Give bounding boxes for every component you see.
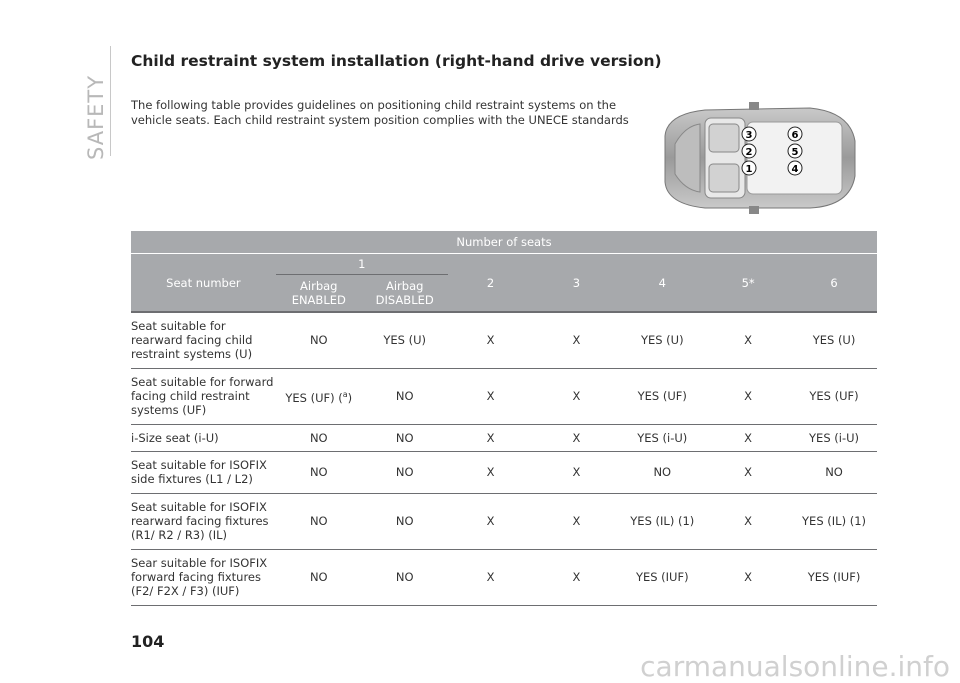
cell: X [486, 333, 495, 348]
cell: YES (UF) [809, 389, 859, 403]
row-label: Seat suitable for ISOFIX side fixtures (… [131, 458, 267, 486]
cell: YES (U) [383, 333, 427, 348]
cell: YES (i-U) [637, 430, 688, 445]
cell: X [744, 333, 753, 348]
seat-5-header: 5* [705, 253, 792, 312]
footnote-symbol: a [342, 389, 348, 399]
cell: X [486, 514, 495, 528]
seat-3-header: 3 [533, 253, 620, 312]
section-label: SAFETY [84, 74, 108, 160]
seat-badge-4: 4 [792, 164, 799, 175]
cell: X [744, 389, 753, 403]
cell: X [486, 465, 495, 479]
cell: NO [653, 465, 672, 479]
seat-badge-6: 6 [792, 130, 799, 141]
cell: NO [395, 514, 414, 528]
cell: YES (IUF) [807, 570, 861, 584]
cell: X [486, 389, 495, 403]
cell: X [572, 570, 581, 584]
cell-paren: ) [347, 390, 353, 405]
cell: YES (U) [812, 333, 856, 348]
cell: X [572, 465, 581, 479]
cell: NO [395, 430, 414, 445]
seat-badge-5: 5 [792, 147, 799, 158]
cell: X [572, 333, 581, 348]
cell: NO [309, 430, 328, 445]
cell: YES (IL) (1) [802, 514, 866, 528]
row-label: Seat suitable for rearward facing child … [131, 319, 253, 362]
cell: NO [309, 570, 328, 584]
seat-4-header: 4 [619, 253, 706, 312]
cell: X [744, 514, 753, 528]
cell: NO [395, 389, 414, 403]
seat-badge-1: 1 [746, 164, 753, 175]
cell: NO [825, 465, 843, 479]
cell: NO [309, 514, 328, 528]
cell-text: YES (UF) ( [285, 390, 343, 405]
intro-paragraph: The following table provides guidelines … [131, 98, 629, 127]
cell: X [572, 389, 581, 403]
seat-number-header: Seat number [131, 253, 276, 312]
car-seat-diagram: 3 6 2 5 1 4 [664, 102, 856, 214]
row-label: Seat suitable for ISOFIX rearward facing… [131, 500, 269, 542]
cell: X [744, 465, 753, 479]
cell: NO [395, 570, 414, 584]
section-divider [110, 46, 111, 156]
row-label: Seat suitable for forward facing child r… [131, 375, 274, 417]
row-label: i-Size seat (i-U) [131, 430, 219, 445]
cell: YES (IL) (1) [630, 514, 695, 528]
cell: YES (U) [640, 333, 684, 348]
seat-badge-2: 2 [746, 147, 753, 158]
cell: YES (UF) (a) [276, 368, 362, 424]
seat-6-header: 6 [791, 253, 877, 312]
cell: X [486, 570, 495, 584]
seat-badge-3: 3 [746, 130, 753, 141]
airbag-disabled-header: Airbag DISABLED [361, 274, 448, 312]
seat-number-badges: 3 6 2 5 1 4 [741, 126, 803, 176]
page-number: 104 [131, 632, 165, 651]
cell: X [744, 570, 753, 584]
cell: NO [309, 465, 328, 479]
cell: X [572, 514, 581, 528]
cell: YES (IUF) [635, 570, 689, 584]
page-title: Child restraint system installation (rig… [131, 52, 662, 70]
airbag-enabled-header: Airbag ENABLED [275, 274, 362, 312]
child-restraint-table: Number of seats Seat number 1 2 3 4 5* 6… [131, 231, 877, 606]
cell: YES (UF) [637, 389, 687, 403]
watermark: carmanualsonline.info [640, 650, 950, 683]
cell: X [572, 430, 581, 445]
number-of-seats-header: Number of seats [131, 231, 877, 254]
cell: X [744, 430, 753, 445]
cell: YES (i-U) [809, 430, 860, 445]
seat-2-header: 2 [447, 253, 534, 312]
seat-1-header: 1 [275, 253, 448, 275]
cell: NO [309, 333, 328, 348]
row-label: Sear suitable for ISOFIX forward facing … [131, 556, 268, 598]
cell: NO [395, 465, 414, 479]
cell: X [486, 430, 495, 445]
